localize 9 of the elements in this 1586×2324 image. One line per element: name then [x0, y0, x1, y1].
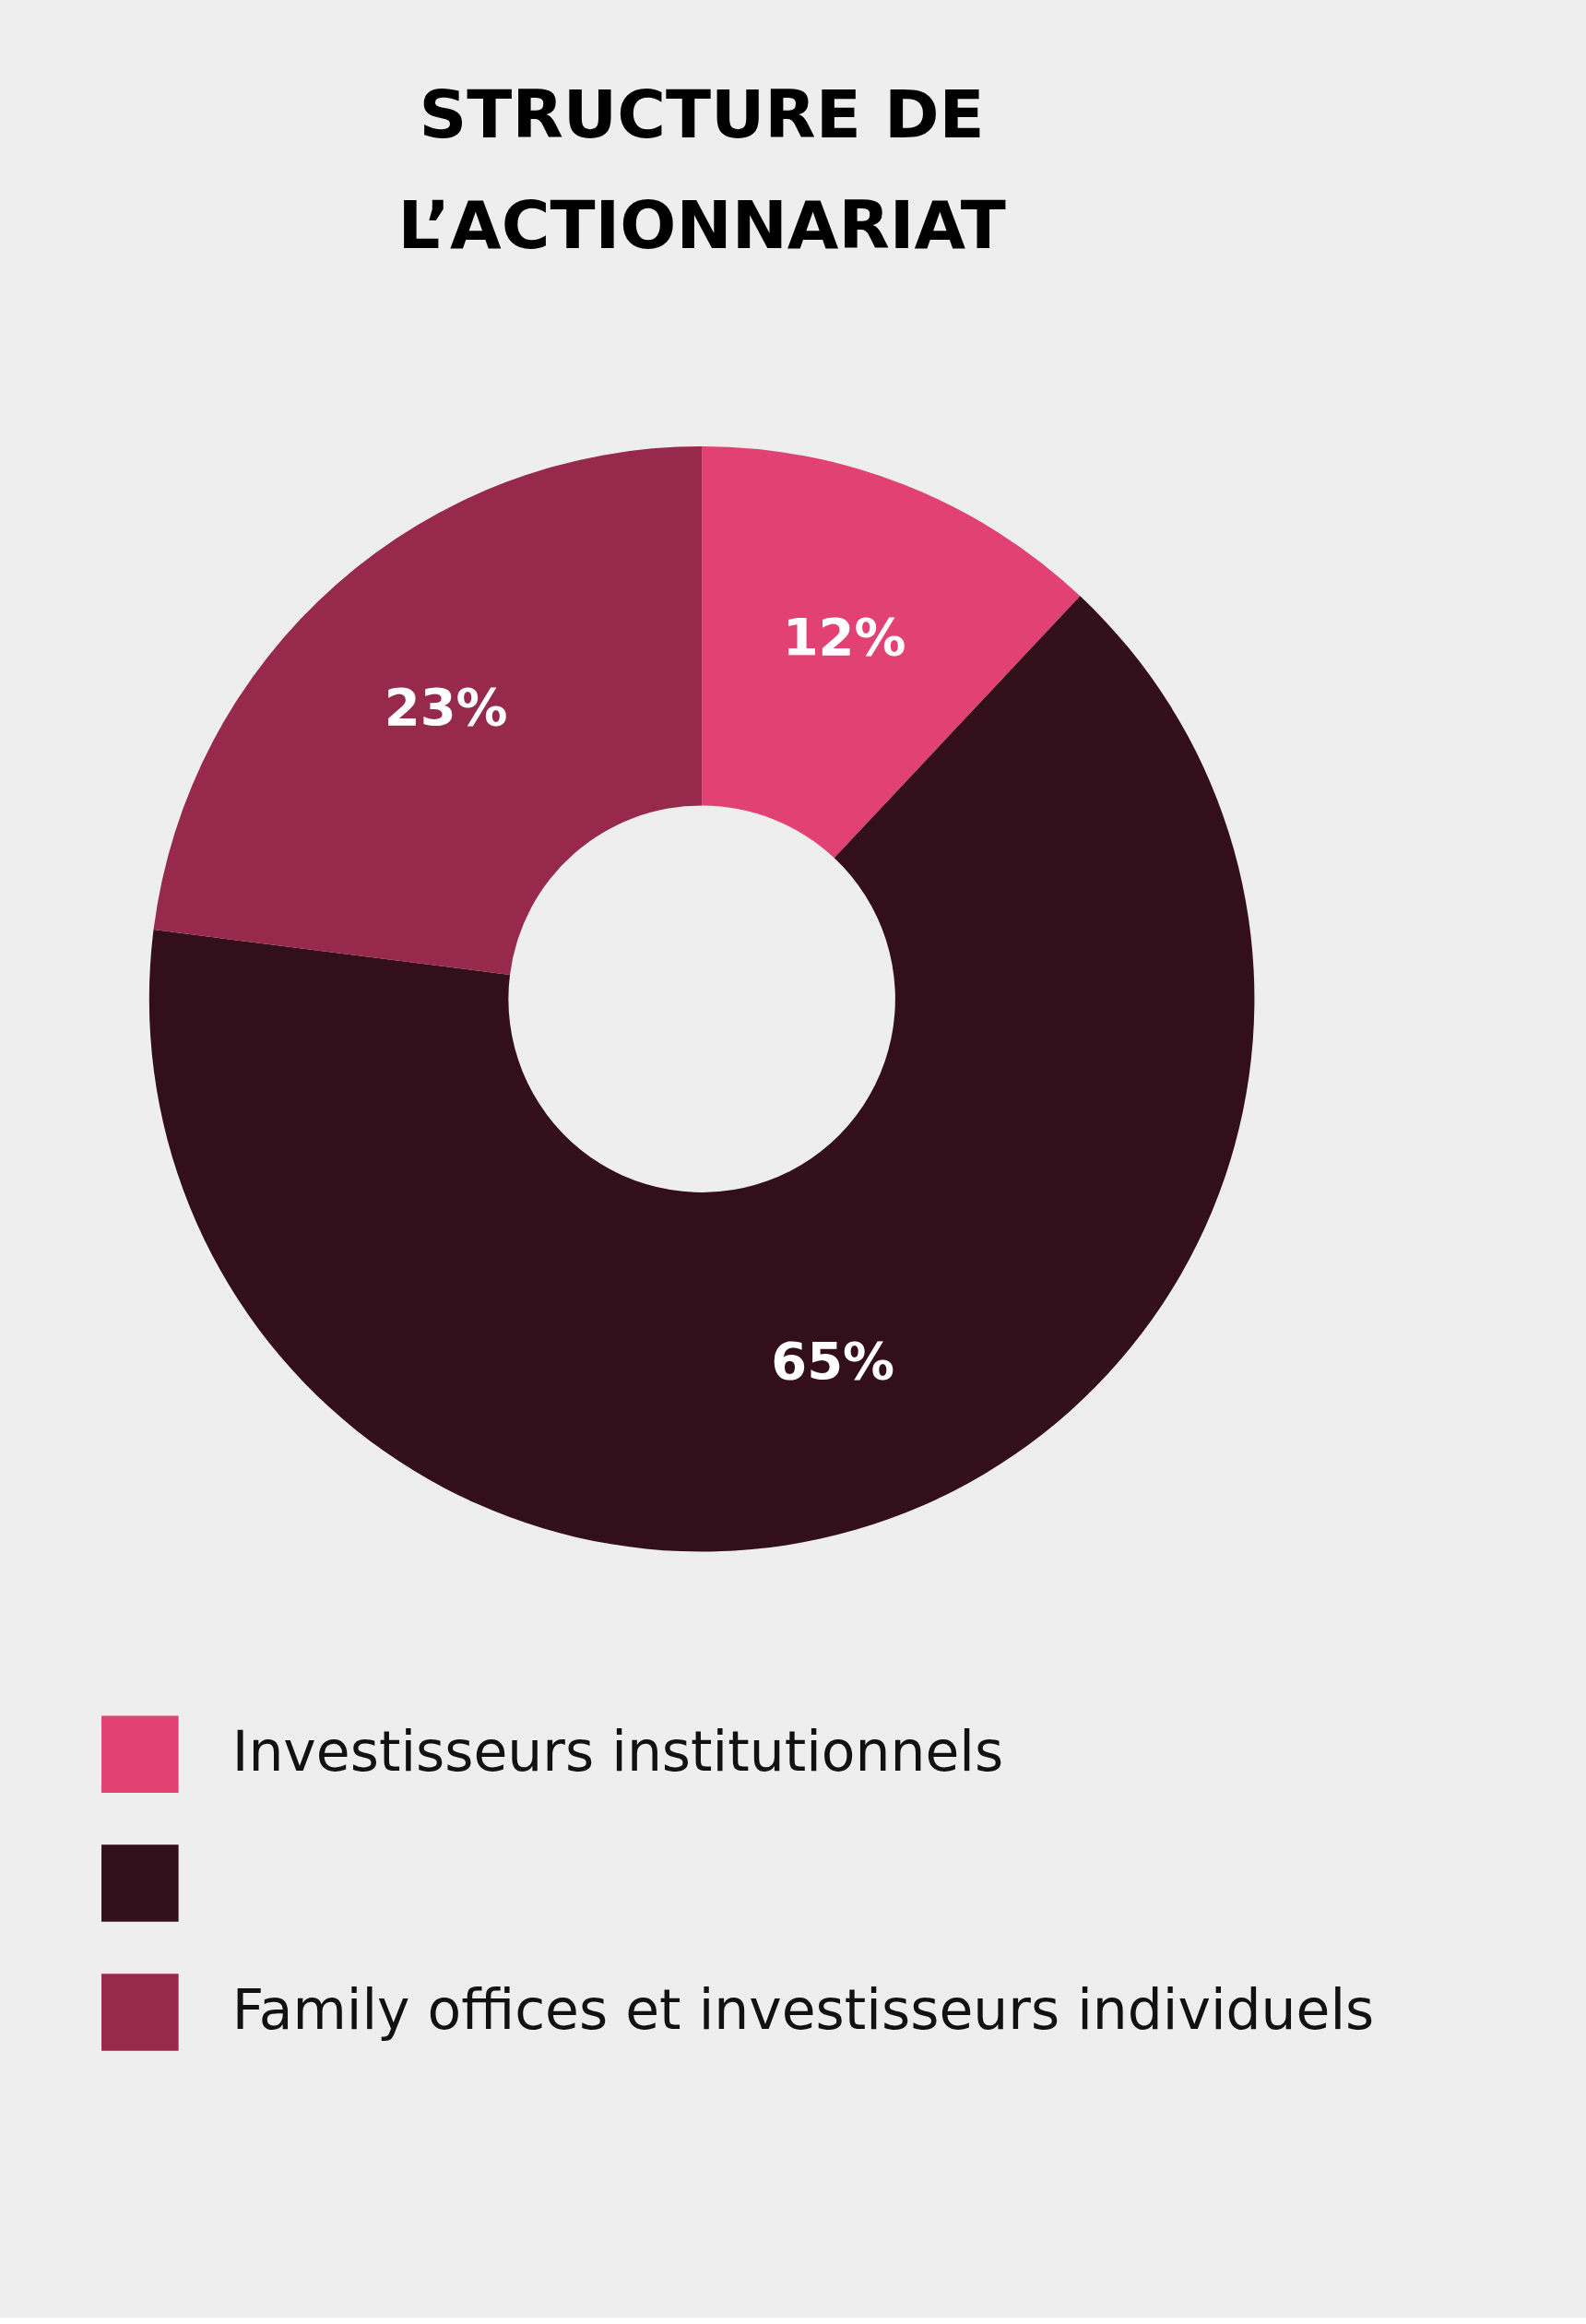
- legend-label: Investisseurs institutionnels: [231, 1719, 1004, 1784]
- legend-label: Family offices et investisseurs individuels: [231, 1976, 1375, 2042]
- donut-slice: [702, 445, 1081, 859]
- chart-title: STRUCTURE DE L’ACTIONNARIAT: [397, 76, 1006, 265]
- data-label: 65%: [771, 1330, 895, 1391]
- data-label: 12%: [782, 607, 906, 668]
- donut-slice: [153, 445, 703, 975]
- donut-slice: [148, 596, 1254, 1552]
- data-label: 23%: [384, 676, 508, 737]
